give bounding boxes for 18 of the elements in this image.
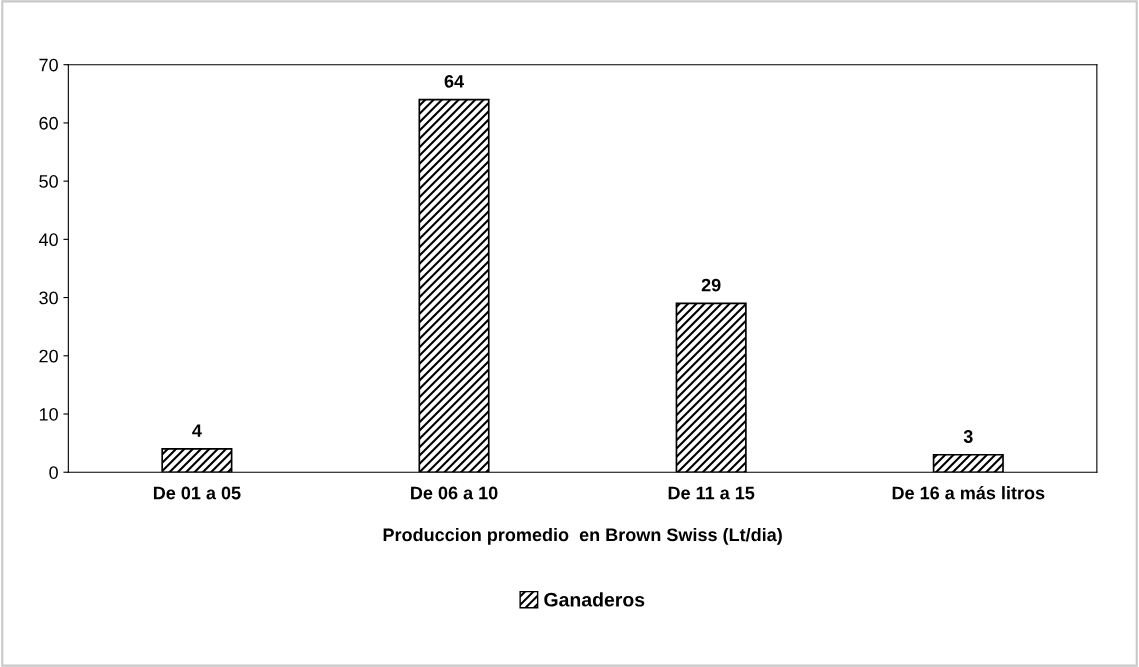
y-tick-label: 10	[39, 407, 58, 421]
legend-label: Ganaderos	[544, 592, 645, 607]
data-label: 64	[444, 74, 464, 88]
x-tick-label: De 11 a 15	[668, 486, 755, 500]
x-axis-title: Produccion promedio en Brown Swiss (Lt/dia)	[383, 527, 782, 545]
y-tick-label: 30	[39, 291, 58, 305]
y-tick-label: 0	[49, 466, 58, 479]
y-tick-label: 60	[39, 116, 58, 130]
data-label: 3	[963, 430, 973, 443]
y-tick-label: 20	[39, 349, 58, 363]
x-tick-label: De 06 a 10	[411, 486, 498, 500]
data-label: 4	[192, 424, 202, 437]
y-tick-label: 70	[39, 58, 58, 72]
y-tick-label: 50	[39, 175, 58, 188]
data-label: 29	[701, 278, 721, 292]
y-tick-label: 40	[38, 233, 58, 247]
x-tick-label: De 01 a 05	[153, 486, 241, 500]
x-tick-label: De 16 a más litros	[892, 485, 1045, 500]
